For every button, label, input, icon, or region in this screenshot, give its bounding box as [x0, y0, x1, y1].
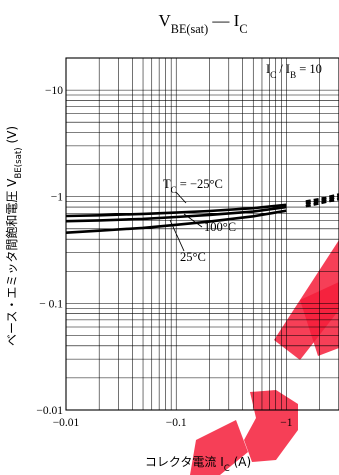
x-tick-label: −0.1	[166, 417, 187, 429]
y-tick-label: −1	[51, 192, 63, 204]
y-tick-label: −0.01	[36, 405, 63, 417]
annotation-leaders	[169, 191, 203, 252]
plot-frame	[65, 57, 339, 411]
x-axis-label: コレクタ電流 IC (A)	[145, 455, 251, 474]
series-line-t-c-25-c	[65, 203, 287, 218]
series-line-25-c	[65, 205, 287, 223]
watermark-shape	[190, 420, 248, 475]
series-line-100-c	[65, 209, 287, 234]
curves	[65, 193, 339, 234]
annotation-25c: 25°C	[180, 250, 206, 264]
leader-line	[169, 219, 185, 252]
condition-label: IC / IB = 10	[266, 62, 322, 80]
y-tick-label: −10	[45, 85, 63, 97]
tick-labels: −0.01 −0.1 −1 −0.01 − 0.1 −1 −10	[36, 85, 292, 429]
x-tick-label: −1	[280, 417, 292, 429]
y-axis-label: ベース・エミッタ間飽和電圧 VBE(sat) (V)	[4, 126, 24, 346]
series-line-ext-25-c	[305, 195, 339, 205]
leader-line	[183, 213, 203, 228]
watermark	[190, 240, 339, 475]
leader-line	[175, 191, 187, 204]
annotation-tc-minus25: TC = −25°C	[163, 177, 223, 195]
y-tick-label: − 0.1	[39, 298, 63, 310]
series-line-ext-t-c-25-c	[305, 193, 339, 203]
x-tick-label: −0.01	[53, 417, 80, 429]
series-line-ext-100-c	[305, 197, 339, 208]
chart-title: VBE(sat) — IC	[159, 11, 248, 36]
annotation-100c: 100°C	[204, 220, 236, 234]
watermark-shape	[244, 390, 298, 462]
